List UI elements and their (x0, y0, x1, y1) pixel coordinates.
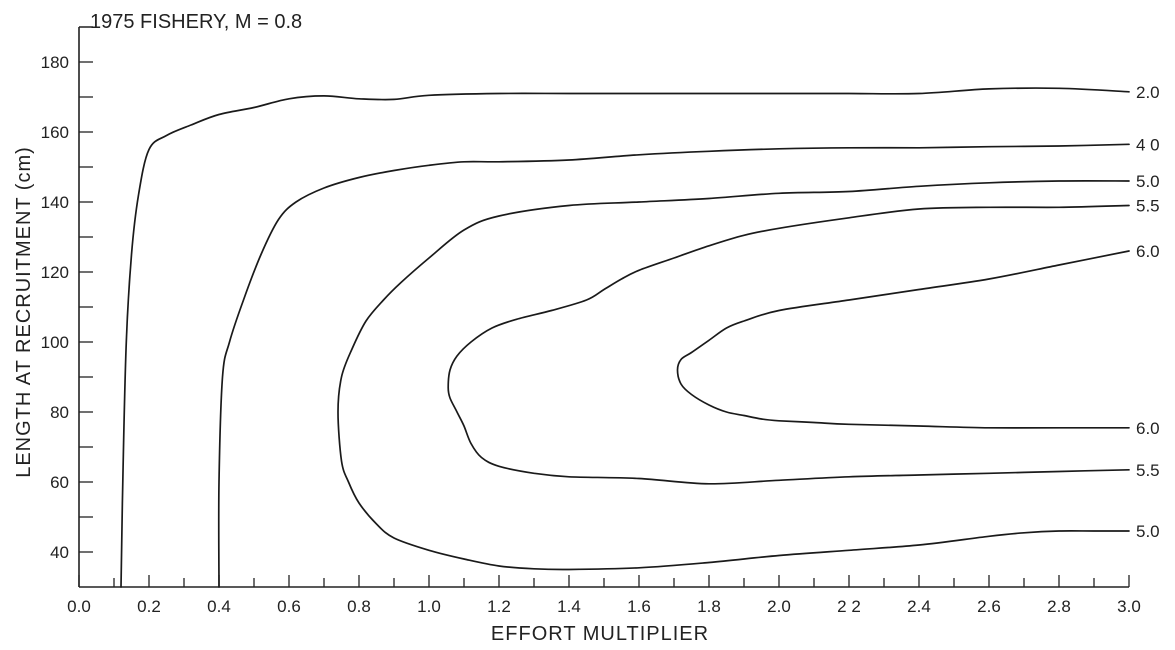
contour-label: 6.0 (1136, 419, 1160, 438)
y-tick-label: 80 (50, 403, 69, 422)
x-tick-label: 0.6 (277, 597, 301, 616)
contour-line-5-0 (337, 180, 1130, 571)
y-tick-label: 140 (41, 193, 69, 212)
chart-title: 1975 FISHERY, M = 0.8 (90, 11, 302, 33)
x-tick-label: 1.4 (557, 597, 581, 616)
x-tick-label: 0.8 (347, 597, 371, 616)
x-axis-ticks: 0.0 0.2 0.4 0.6 0.8 1.0 1.2 1.4 1.6 1.8 2.0 2 2 2.4 2… (67, 575, 1141, 616)
contour-label: 5.0 (1136, 172, 1160, 191)
x-tick-label: 3.0 (1117, 597, 1141, 616)
contour-labels: 2.0 4 0 5.0 5.5 6.0 6.0 5.5 5.0 (1136, 83, 1160, 541)
y-axis-label: LENGTH AT RECRUITMENT (cm) (13, 146, 35, 478)
y-tick-label: 160 (41, 123, 69, 142)
y-tick-label: 120 (41, 263, 69, 282)
x-tick-label: 0.4 (207, 597, 231, 616)
x-tick-label: 2.0 (767, 597, 791, 616)
x-tick-label: 0.0 (67, 597, 91, 616)
y-tick-label: 40 (50, 543, 69, 562)
contour-line-5-5 (447, 204, 1130, 485)
contour-label: 6.0 (1136, 242, 1160, 261)
contour-label: 5.5 (1136, 197, 1160, 216)
x-tick-label: 2.8 (1047, 597, 1071, 616)
y-axis-ticks: 40 60 80 100 120 140 160 180 (41, 26, 93, 562)
x-tick-label: 1.2 (487, 597, 511, 616)
y-tick-label: 180 (41, 53, 69, 72)
x-tick-label: 1.0 (417, 597, 441, 616)
contour-label: 2.0 (1136, 83, 1160, 102)
contour-line-2-0 (120, 87, 1130, 588)
x-axis-label: EFFORT MULTIPLIER (491, 623, 709, 645)
x-tick-label: 0.2 (137, 597, 161, 616)
contour-lines (120, 87, 1130, 588)
contour-label: 4 0 (1136, 135, 1160, 154)
y-tick-label: 60 (50, 473, 69, 492)
y-tick-label: 100 (41, 333, 69, 352)
contour-line-6-0 (676, 250, 1130, 429)
contour-line-4-0 (217, 143, 1130, 588)
x-tick-label: 1.6 (627, 597, 651, 616)
x-tick-label: 2.4 (907, 597, 931, 616)
contour-label: 5.5 (1136, 461, 1160, 480)
x-tick-label: 1.8 (697, 597, 721, 616)
contour-label: 5.0 (1136, 522, 1160, 541)
x-tick-label: 2.6 (977, 597, 1001, 616)
x-tick-label: 2 2 (837, 597, 861, 616)
